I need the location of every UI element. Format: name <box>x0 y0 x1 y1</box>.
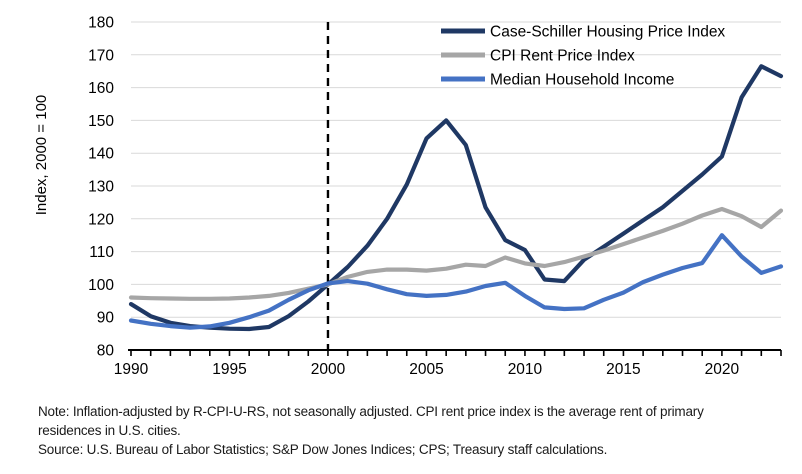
y-tick-label: 100 <box>88 277 114 294</box>
legend-label-case-schiller-housing-price-index: Case-Schiller Housing Price Index <box>490 24 725 41</box>
y-tick-label: 140 <box>88 146 114 163</box>
x-tick-label: 2005 <box>409 361 443 378</box>
x-tick-label: 2010 <box>508 361 543 378</box>
y-tick-label: 160 <box>88 80 114 97</box>
y-tick-label: 110 <box>89 244 114 261</box>
x-tick-label: 1990 <box>114 361 149 378</box>
series-line-case-schiller-housing-price-index <box>128 64 784 332</box>
legend-label-cpi-rent-price-index: CPI Rent Price Index <box>490 48 635 65</box>
y-tick-label: 170 <box>88 47 114 64</box>
y-tick-label: 130 <box>88 179 114 196</box>
x-tick-label: 2015 <box>606 361 640 378</box>
series-line-cpi-rent-price-index <box>128 206 784 301</box>
y-tick-label: 80 <box>97 343 115 360</box>
x-tick-label: 1995 <box>212 361 246 378</box>
y-tick-label: 180 <box>88 15 114 32</box>
note-text: Note: Inflation-adjusted by R-CPI-U-RS, … <box>38 404 704 439</box>
housing-price-line-chart: 1990 1995 2000 2005 2010 2015 2020 80 90 100 110 12… <box>33 15 784 378</box>
y-axis-title: Index, 2000 = 100 <box>33 95 50 216</box>
y-tick-label: 150 <box>88 113 114 130</box>
source-text: Source: U.S. Bureau of Labor Statistics;… <box>38 442 608 458</box>
x-tick-label: 2000 <box>311 361 346 378</box>
y-tick-label: 120 <box>88 211 114 228</box>
y-tick-label: 90 <box>97 310 115 327</box>
figure-footnotes: Note: Inflation-adjusted by R-CPI-U-RS, … <box>0 402 802 459</box>
x-tick-label: 2020 <box>705 361 740 378</box>
series-line-median-household-income <box>128 233 784 330</box>
legend-label-median-household-income: Median Household Income <box>490 72 674 89</box>
